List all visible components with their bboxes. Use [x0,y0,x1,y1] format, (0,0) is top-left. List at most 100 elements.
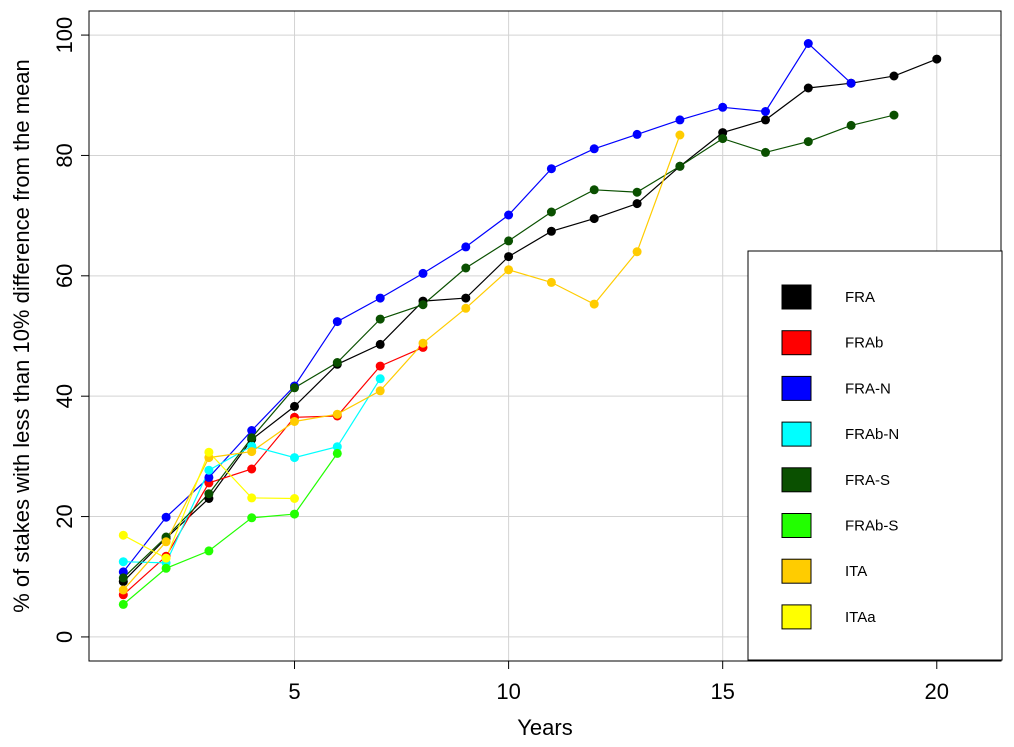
x-tick-label: 5 [288,679,300,704]
legend-swatch [781,421,812,447]
data-point-ita [675,130,685,140]
data-point-ita [546,277,556,287]
data-point-frab-s [204,546,214,556]
x-tick-label: 20 [925,679,949,704]
legend-label: FRAb [845,335,883,352]
data-point-ita [290,417,299,426]
data-point-frab-s [118,599,128,609]
data-point-fra [546,226,556,236]
data-point-frab-s [161,563,171,573]
data-point-fra-n [418,268,428,278]
legend-label: FRAb-N [845,426,899,443]
data-point-fra-s [889,110,899,120]
legend: FRA FRAb FRA-N FRAb-N FRA-S FRAb-S ITA ITAa [747,250,1003,661]
legend-swatch [781,284,812,310]
data-point-fra-s [718,134,728,144]
data-point-itaa [247,493,257,503]
data-point-frab [247,464,257,474]
data-point-itaa [118,530,128,540]
data-point-fra [375,339,385,349]
data-point-itaa [290,494,299,503]
data-point-frab [375,361,385,371]
legend-swatch [781,330,812,356]
data-point-ita [589,299,599,309]
data-point-fra [290,401,299,411]
series-line-ita [122,134,681,591]
data-point-ita [332,409,342,419]
legend-label: FRA-S [845,472,890,489]
data-point-fra [803,83,813,93]
data-point-fra-n [846,78,856,88]
y-axis: 0 20 40 60 80 100 [52,17,89,643]
x-tick-label: 10 [496,679,520,704]
legend-label: FRAb-S [845,518,898,535]
x-tick-label: 15 [710,679,734,704]
data-point-frab-n [204,465,214,475]
y-tick-label: 20 [52,504,77,528]
data-point-ita [375,386,385,396]
data-point-fra [461,293,471,303]
data-point-fra-s [418,300,428,310]
data-point-fra-n [761,107,770,116]
data-point-itaa [161,553,171,563]
data-point-fra [632,199,642,209]
data-point-fra-s [761,147,770,157]
x-axis-title: Years [517,715,572,740]
legend-label: FRA-N [845,380,891,397]
y-tick-label: 60 [52,264,77,288]
data-point-ita [418,338,428,348]
legend-box [747,250,1003,661]
grid-lines [89,11,1001,661]
data-point-fra-n [375,293,385,303]
data-point-fra-n [675,115,685,125]
series-line-frab-s [122,453,338,605]
data-point-fra-s [675,161,685,171]
data-point-frab-n [118,557,128,567]
data-point-fra-n [803,39,813,48]
data-point-frab-s [332,448,342,458]
data-point-fra-n [204,472,214,482]
data-point-fra [504,252,514,262]
data-point-fra-n [718,102,728,112]
data-point-ita [504,265,514,275]
data-point-frab-s [247,513,257,523]
series-line-frab [122,346,424,596]
data-point-fra-s [332,358,342,367]
data-point-fra-s [589,185,599,195]
data-point-fra-s [632,187,642,197]
legend-swatch [781,558,812,584]
data-point-fra-s [504,236,514,246]
legend-label: ITA [845,563,867,580]
data-point-fra-s [247,433,257,443]
legend-swatch [781,467,812,493]
legend-swatch [781,513,812,538]
y-axis-title: % of stakes with less than 10% differenc… [9,59,34,613]
data-point-ita [632,247,642,257]
series-line-fra [122,58,938,583]
data-point-fra-n [332,317,342,327]
data-point-fra-s [290,383,299,393]
data-point-fra-n [161,512,171,522]
data-point-frab-n [290,453,299,463]
data-point-fra [761,115,770,125]
x-axis: 5 10 15 20 [288,661,949,704]
data-point-fra [932,54,942,64]
data-point-frab-s [290,509,299,519]
data-point-fra-n [589,144,599,154]
y-tick-label: 0 [52,631,77,643]
legend-label: ITAa [845,609,876,626]
data-point-fra-n [461,242,471,252]
data-point-fra-s [204,489,214,499]
data-point-fra-s [461,263,471,273]
data-point-ita [118,585,128,595]
data-point-frab-n [375,374,385,384]
series-line-fra-n [122,42,852,573]
data-point-fra-s [803,137,813,147]
data-point-fra-s [118,573,128,583]
legend-label: FRA [845,289,875,306]
data-point-fra-s [846,120,856,130]
data-point-fra-s [546,207,556,217]
legend-swatch [781,604,812,630]
y-tick-label: 80 [52,143,77,167]
